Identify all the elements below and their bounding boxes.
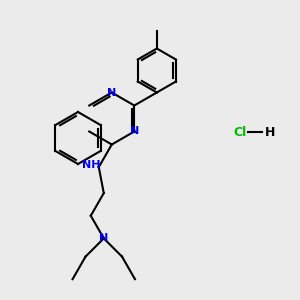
Text: N: N [130, 127, 139, 136]
Text: Cl: Cl [233, 125, 247, 139]
Text: H: H [265, 125, 275, 139]
Text: N: N [107, 88, 116, 98]
Text: NH: NH [82, 160, 100, 170]
Text: N: N [99, 233, 108, 243]
